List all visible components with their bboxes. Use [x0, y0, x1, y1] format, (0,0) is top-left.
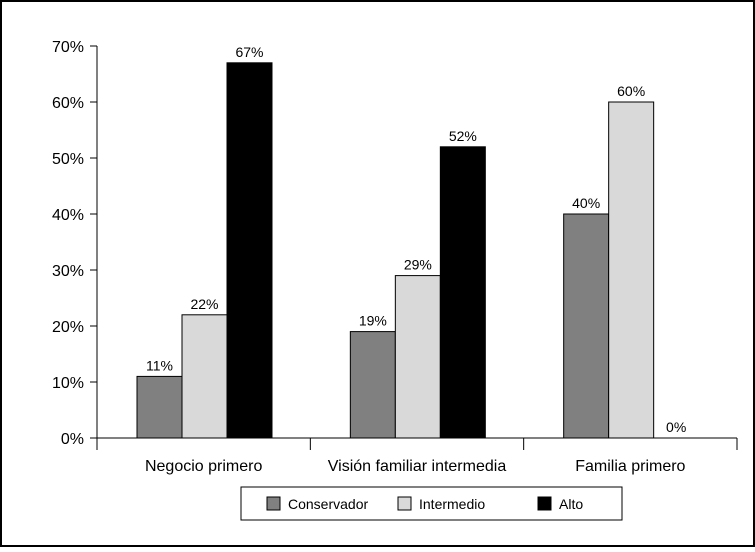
x-category-label: Visión familiar intermedia [328, 458, 507, 475]
data-label-conservador-vision-familiar-intermedia: 19% [359, 313, 387, 329]
bar-conservador-negocio-primero [136, 375, 183, 439]
y-tick-label: 60% [52, 95, 84, 112]
data-label-intermedio-negocio-primero: 22% [190, 296, 218, 312]
bar-conservador-vision-familiar-intermedia [349, 331, 396, 439]
data-label-intermedio-familia-primero: 60% [617, 83, 645, 99]
plot-area: 0% 10% 20% 30% 40% 50% 60% 70% 11% 22% 67% Negocio … [52, 39, 738, 475]
data-label-alto-familia-primero: 0% [666, 419, 686, 435]
bar-intermedio-negocio-primero [181, 314, 228, 439]
data-label-alto-negocio-primero: 67% [235, 44, 263, 60]
legend-swatch-alto [537, 496, 552, 511]
data-label-conservador-negocio-primero: 11% [146, 357, 173, 373]
y-tick-label: 40% [52, 207, 84, 224]
y-tick-label: 10% [52, 375, 84, 392]
bar-intermedio-familia-primero [608, 101, 655, 439]
y-tick-label: 0% [61, 431, 84, 448]
bar-alto-negocio-primero [226, 62, 273, 439]
data-label-intermedio-vision-familiar-intermedia: 29% [404, 257, 432, 273]
data-label-conservador-familia-primero: 40% [572, 195, 600, 211]
y-tick-label: 70% [52, 39, 84, 56]
x-category-label: Familia primero [575, 458, 685, 475]
y-tick-label: 20% [52, 319, 84, 336]
y-tick-label: 30% [52, 263, 84, 280]
legend-box [240, 486, 623, 521]
bar-alto-vision-familiar-intermedia [439, 146, 486, 439]
data-label-alto-vision-familiar-intermedia: 52% [449, 128, 477, 144]
x-category-label: Negocio primero [145, 458, 262, 475]
legend-label-alto: Alto [559, 496, 583, 512]
legend: Conservador Intermedio Alto [240, 486, 623, 521]
legend-swatch-conservador [266, 496, 281, 511]
bar-conservador-familia-primero [563, 213, 610, 439]
y-tick-label: 50% [52, 151, 84, 168]
legend-label-intermedio: Intermedio [419, 496, 485, 512]
legend-swatch-intermedio [397, 496, 412, 511]
legend-label-conservador: Conservador [288, 496, 368, 512]
bar-intermedio-vision-familiar-intermedia [394, 275, 441, 439]
